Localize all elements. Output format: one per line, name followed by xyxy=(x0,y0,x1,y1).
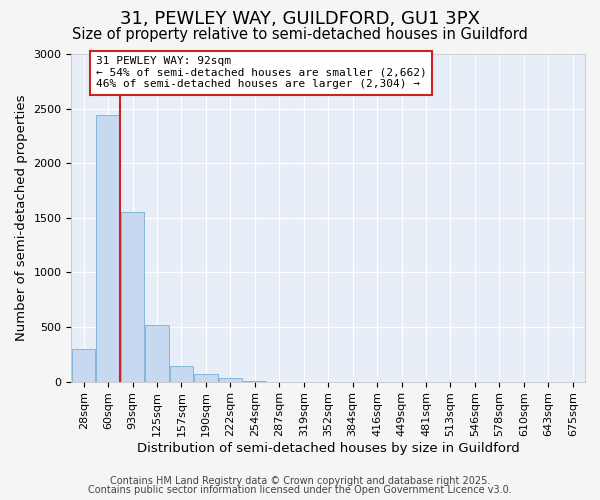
Y-axis label: Number of semi-detached properties: Number of semi-detached properties xyxy=(15,94,28,341)
Text: Size of property relative to semi-detached houses in Guildford: Size of property relative to semi-detach… xyxy=(72,28,528,42)
Text: Contains public sector information licensed under the Open Government Licence v3: Contains public sector information licen… xyxy=(88,485,512,495)
Bar xyxy=(194,374,218,382)
Bar xyxy=(243,380,266,382)
Bar xyxy=(121,212,144,382)
Text: Contains HM Land Registry data © Crown copyright and database right 2025.: Contains HM Land Registry data © Crown c… xyxy=(110,476,490,486)
Bar xyxy=(97,115,120,382)
X-axis label: Distribution of semi-detached houses by size in Guildford: Distribution of semi-detached houses by … xyxy=(137,442,520,455)
Text: 31, PEWLEY WAY, GUILDFORD, GU1 3PX: 31, PEWLEY WAY, GUILDFORD, GU1 3PX xyxy=(120,10,480,28)
Bar xyxy=(219,378,242,382)
Bar xyxy=(170,366,193,382)
Bar xyxy=(72,349,95,382)
Bar xyxy=(145,325,169,382)
Text: 31 PEWLEY WAY: 92sqm
← 54% of semi-detached houses are smaller (2,662)
46% of se: 31 PEWLEY WAY: 92sqm ← 54% of semi-detac… xyxy=(96,56,427,90)
